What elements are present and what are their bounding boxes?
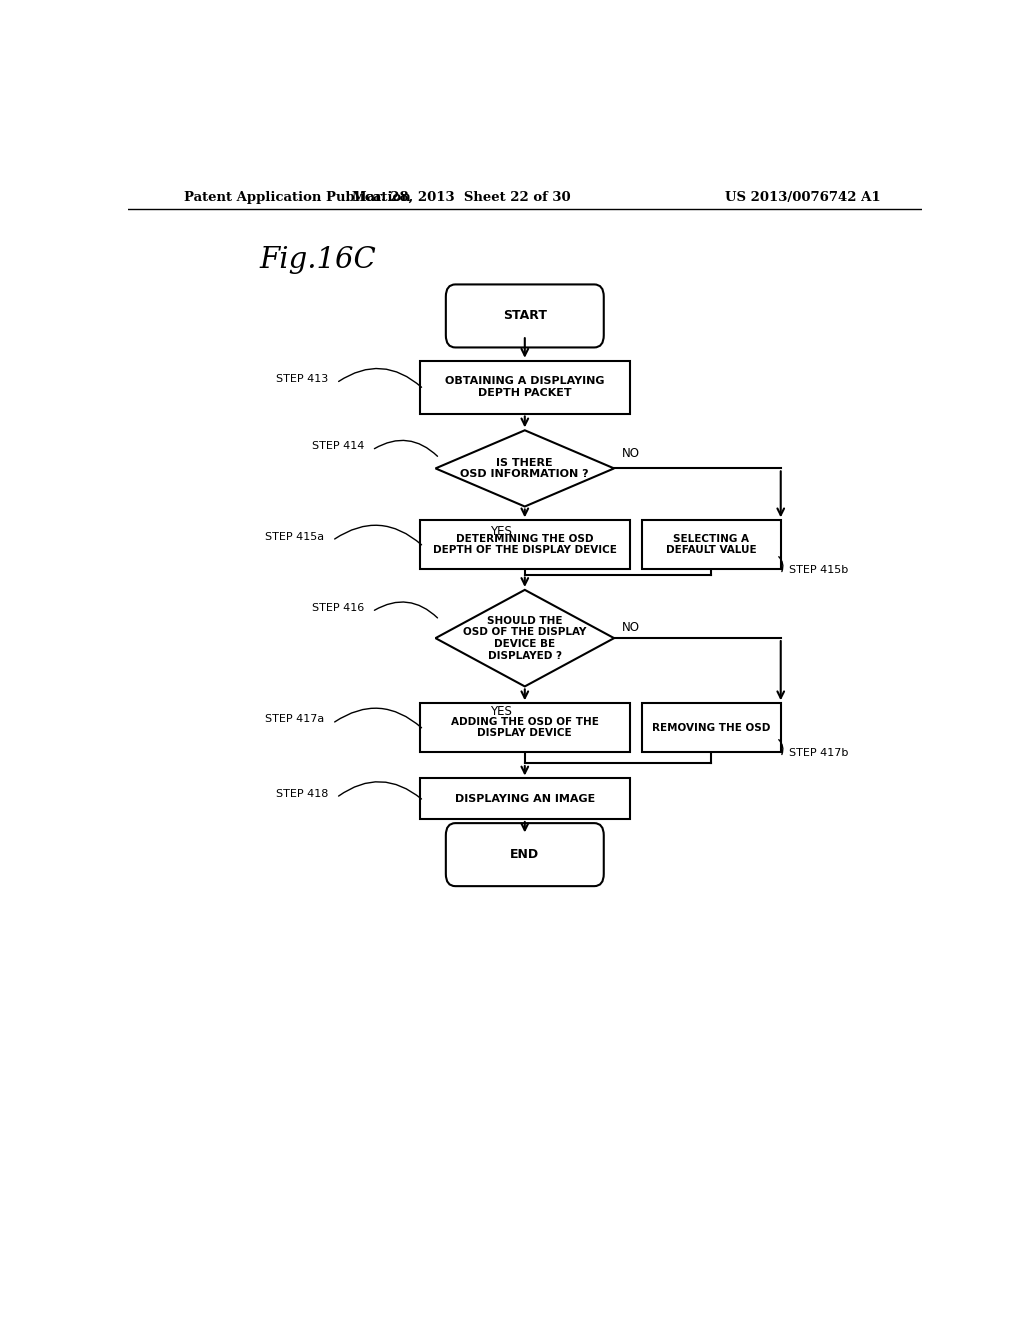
FancyBboxPatch shape (445, 284, 604, 347)
FancyBboxPatch shape (642, 520, 780, 569)
Text: STEP 418: STEP 418 (276, 788, 329, 799)
Text: STEP 417b: STEP 417b (788, 748, 848, 758)
Text: SHOULD THE
OSD OF THE DISPLAY
DEVICE BE
DISPLAYED ?: SHOULD THE OSD OF THE DISPLAY DEVICE BE … (463, 615, 587, 660)
FancyBboxPatch shape (642, 704, 780, 752)
FancyBboxPatch shape (420, 520, 630, 569)
Text: DISPLAYING AN IMAGE: DISPLAYING AN IMAGE (455, 793, 595, 804)
Text: Mar. 28, 2013  Sheet 22 of 30: Mar. 28, 2013 Sheet 22 of 30 (352, 190, 570, 203)
Polygon shape (435, 430, 614, 507)
Text: NO: NO (622, 446, 640, 459)
Text: NO: NO (622, 622, 640, 635)
FancyBboxPatch shape (420, 704, 630, 752)
Text: Fig.16C: Fig.16C (259, 246, 376, 275)
Text: YES: YES (490, 705, 512, 718)
FancyBboxPatch shape (420, 360, 630, 413)
Text: DETERMINING THE OSD
DEPTH OF THE DISPLAY DEVICE: DETERMINING THE OSD DEPTH OF THE DISPLAY… (433, 533, 616, 556)
Text: STEP 417a: STEP 417a (265, 714, 325, 725)
Text: YES: YES (490, 525, 512, 537)
Text: STEP 415b: STEP 415b (788, 565, 848, 576)
Text: END: END (510, 849, 540, 861)
Text: STEP 415a: STEP 415a (265, 532, 325, 541)
Text: IS THERE
OSD INFORMATION ?: IS THERE OSD INFORMATION ? (461, 458, 589, 479)
Text: OBTAINING A DISPLAYING
DEPTH PACKET: OBTAINING A DISPLAYING DEPTH PACKET (445, 376, 604, 397)
Text: REMOVING THE OSD: REMOVING THE OSD (652, 722, 770, 733)
Text: STEP 414: STEP 414 (311, 441, 365, 451)
Polygon shape (435, 590, 614, 686)
Text: START: START (503, 309, 547, 322)
Text: Patent Application Publication: Patent Application Publication (183, 190, 411, 203)
Text: ADDING THE OSD OF THE
DISPLAY DEVICE: ADDING THE OSD OF THE DISPLAY DEVICE (451, 717, 599, 738)
FancyBboxPatch shape (445, 824, 604, 886)
FancyBboxPatch shape (420, 779, 630, 818)
Text: US 2013/0076742 A1: US 2013/0076742 A1 (725, 190, 881, 203)
Text: STEP 416: STEP 416 (312, 603, 365, 612)
Text: SELECTING A
DEFAULT VALUE: SELECTING A DEFAULT VALUE (666, 533, 757, 556)
Text: STEP 413: STEP 413 (276, 374, 329, 384)
